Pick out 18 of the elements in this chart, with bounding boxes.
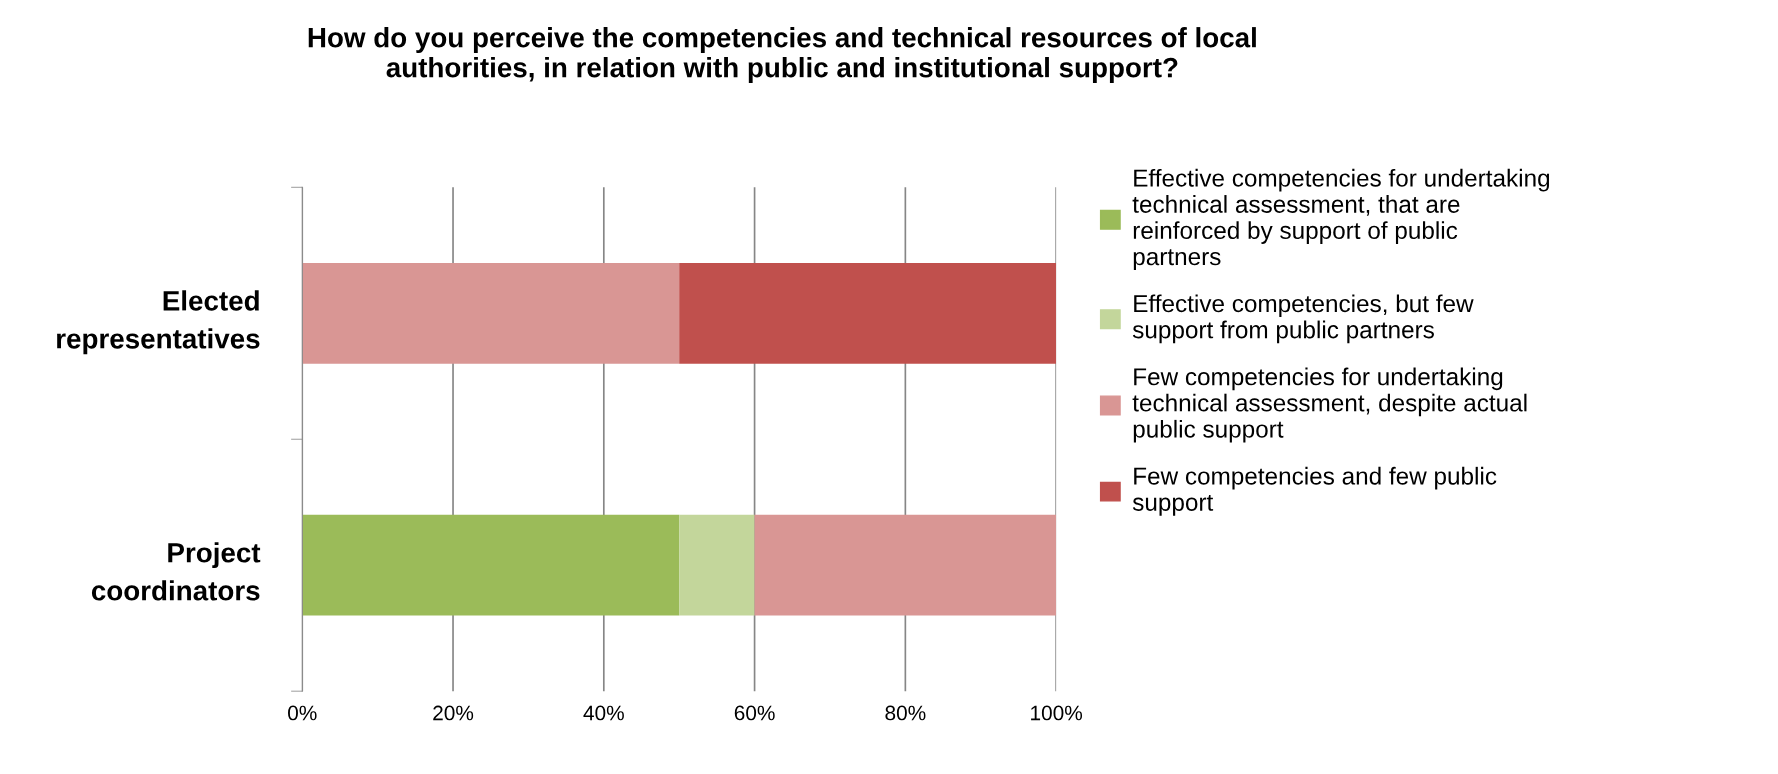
legend-label: Effective competencies for undertaking technical assessment, that are reinforced by support of public partners — [1132, 168, 1550, 271]
x-tick-label: 20% — [433, 705, 474, 721]
legend-label: Effective competencies, but few support from public partners — [1132, 294, 1474, 344]
y-tick-label: Elected representatives — [57, 290, 260, 355]
y-tick-label: Project coordinators — [91, 542, 261, 601]
x-tick-label: 60% — [734, 705, 775, 721]
x-tick-label: 80% — [885, 705, 926, 721]
bar — [679, 514, 755, 616]
bar — [302, 514, 680, 616]
legend-label: Few competencies for undertaking technical assessment, despite actual public support — [1132, 367, 1527, 443]
bar — [679, 262, 1057, 364]
bar — [754, 514, 1057, 616]
x-tick-label: 40% — [583, 705, 624, 721]
bar — [302, 262, 680, 364]
chart-title: How do you perceive the competencies and technical resources of local authorities, in relation with public and institutional support? — [308, 27, 1256, 83]
legend-label: Few competencies and few public support — [1132, 466, 1497, 516]
x-tick-label: 100% — [1031, 705, 1083, 721]
x-tick-label: 0% — [288, 705, 317, 721]
